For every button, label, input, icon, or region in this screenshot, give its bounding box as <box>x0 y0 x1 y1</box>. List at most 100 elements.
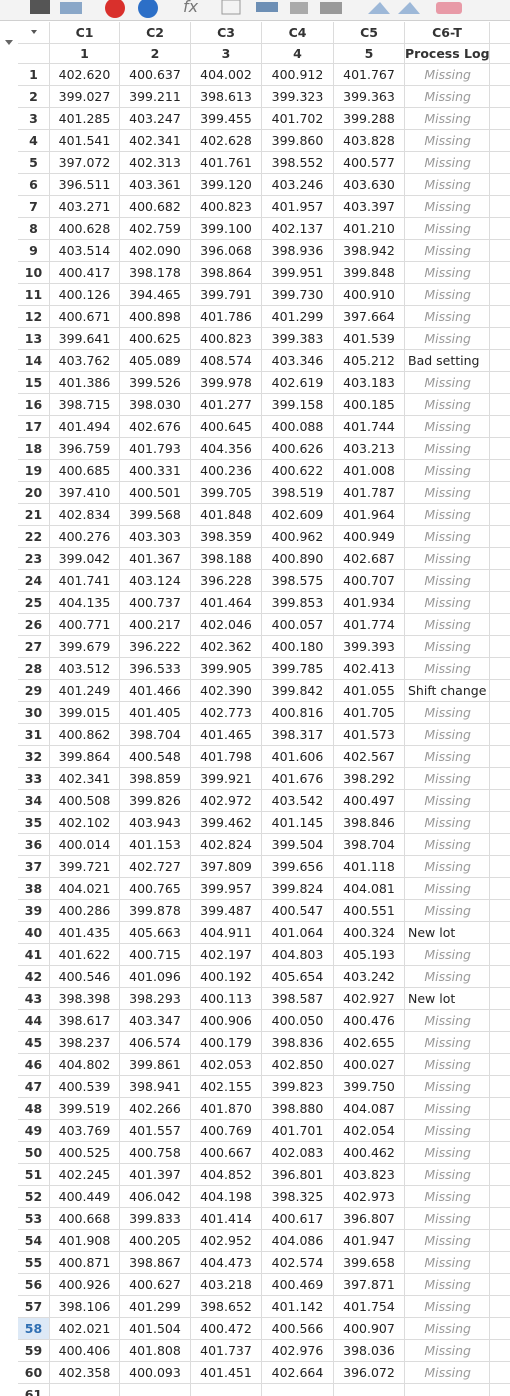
cell: 400.236 <box>191 460 262 482</box>
cell: 398.237 <box>50 1032 120 1054</box>
cell: 403.303 <box>120 526 191 548</box>
cell <box>262 1384 334 1396</box>
cell: 405.193 <box>334 944 405 966</box>
empty-cell <box>490 152 510 174</box>
column-name: 5 <box>334 44 405 64</box>
icon[interactable] <box>30 0 50 14</box>
row-number: 11 <box>18 284 50 306</box>
icon[interactable] <box>398 2 420 14</box>
cell: 401.744 <box>334 416 405 438</box>
icon[interactable] <box>320 2 342 14</box>
row-number: 28 <box>18 658 50 680</box>
row-number: 17 <box>18 416 50 438</box>
log-cell: Shift change <box>405 680 490 702</box>
row-number: 15 <box>18 372 50 394</box>
row-number: 10 <box>18 262 50 284</box>
cell: 404.021 <box>50 878 120 900</box>
log-cell: Missing <box>405 966 490 988</box>
column-id: C6-T <box>405 22 490 44</box>
cell: 401.557 <box>120 1120 191 1142</box>
log-cell: Missing <box>405 504 490 526</box>
cell: 402.054 <box>334 1120 405 1142</box>
cell: 401.774 <box>334 614 405 636</box>
log-cell: Missing <box>405 658 490 680</box>
icon[interactable] <box>436 2 462 14</box>
empty-cell <box>490 922 510 944</box>
empty-cell <box>490 878 510 900</box>
icon[interactable] <box>105 0 125 18</box>
log-cell: Missing <box>405 526 490 548</box>
empty-cell <box>490 1340 510 1362</box>
cell: 400.667 <box>191 1142 262 1164</box>
cell <box>191 1384 262 1396</box>
cell: 402.313 <box>120 152 191 174</box>
cell: 399.921 <box>191 768 262 790</box>
empty-cell <box>490 680 510 702</box>
cell: 400.476 <box>334 1010 405 1032</box>
cell: 399.363 <box>334 86 405 108</box>
icon[interactable] <box>368 2 390 14</box>
cell: 402.574 <box>262 1252 334 1274</box>
log-cell: Missing <box>405 746 490 768</box>
cell: 403.242 <box>334 966 405 988</box>
icon[interactable] <box>221 0 241 15</box>
row-number: 38 <box>18 878 50 900</box>
cell: 399.656 <box>262 856 334 878</box>
cell: 401.934 <box>334 592 405 614</box>
cell: 399.120 <box>191 174 262 196</box>
row-number: 47 <box>18 1076 50 1098</box>
row-number: 33 <box>18 768 50 790</box>
empty-cell <box>490 1362 510 1384</box>
cell: 401.964 <box>334 504 405 526</box>
row-number: 4 <box>18 130 50 152</box>
cell: 404.002 <box>191 64 262 86</box>
cell: 402.664 <box>262 1362 334 1384</box>
icon[interactable]: fx <box>183 0 199 16</box>
row-number: 25 <box>18 592 50 614</box>
cell: 400.626 <box>262 438 334 460</box>
cell: 399.679 <box>50 636 120 658</box>
cell: 401.606 <box>262 746 334 768</box>
cell: 404.135 <box>50 592 120 614</box>
icon[interactable] <box>256 2 278 12</box>
cell: 398.617 <box>50 1010 120 1032</box>
row-number: 49 <box>18 1120 50 1142</box>
cell: 400.286 <box>50 900 120 922</box>
cell: 403.943 <box>120 812 191 834</box>
cell: 401.367 <box>120 548 191 570</box>
cell: 401.767 <box>334 64 405 86</box>
cell: 397.072 <box>50 152 120 174</box>
empty-cell <box>490 1164 510 1186</box>
cell: 402.102 <box>50 812 120 834</box>
collapse-arrow[interactable] <box>5 40 13 45</box>
cell: 399.785 <box>262 658 334 680</box>
empty-cell <box>490 1230 510 1252</box>
icon[interactable] <box>290 2 308 14</box>
icon[interactable] <box>60 2 82 14</box>
empty-cell <box>490 1054 510 1076</box>
cell: 400.462 <box>334 1142 405 1164</box>
cell: 400.627 <box>120 1274 191 1296</box>
cell: 398.867 <box>120 1252 191 1274</box>
log-cell: Missing <box>405 328 490 350</box>
row-number: 22 <box>18 526 50 548</box>
cell: 402.390 <box>191 680 262 702</box>
empty-cell <box>490 1384 510 1396</box>
cell: 400.707 <box>334 570 405 592</box>
cell: 396.801 <box>262 1164 334 1186</box>
cell: 399.519 <box>50 1098 120 1120</box>
empty-cell <box>490 394 510 416</box>
cell: 398.293 <box>120 988 191 1010</box>
row-number: 39 <box>18 900 50 922</box>
cell: 401.386 <box>50 372 120 394</box>
cell: 401.405 <box>120 702 191 724</box>
cell <box>50 1384 120 1396</box>
cell: 403.828 <box>334 130 405 152</box>
cell: 401.435 <box>50 922 120 944</box>
cell: 402.773 <box>191 702 262 724</box>
cell: 400.539 <box>50 1076 120 1098</box>
cell: 400.331 <box>120 460 191 482</box>
cell: 401.008 <box>334 460 405 482</box>
icon[interactable] <box>138 0 158 18</box>
cell: 401.705 <box>334 702 405 724</box>
